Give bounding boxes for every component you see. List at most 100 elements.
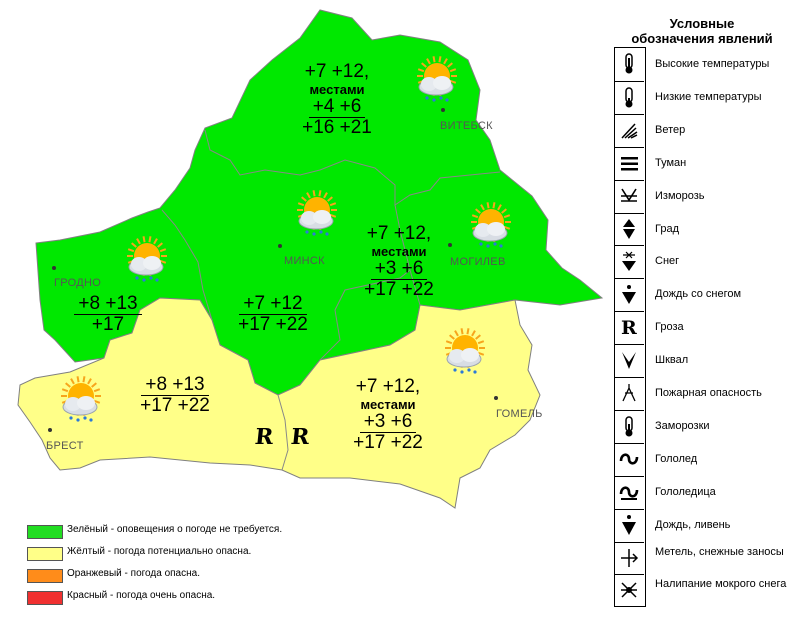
yellow-zone [17,297,541,509]
temp-vitebsk-line2: местами [309,82,365,97]
legend-label: Снег [655,255,680,268]
temp-brest-line2: +17 +22 [140,395,210,416]
temp-minsk-mogilev: +7 +12, местами +3 +6 +17 +22 [358,224,440,300]
legend-label: Гололедица [655,485,716,498]
city-brest: БРЕСТ [46,440,84,452]
temp-minsk-mogilev-line4: +17 +22 [364,279,434,300]
legend-label: Заморозки [655,419,710,432]
fire-danger-icon [614,377,644,411]
city-minsk: МИНСК [284,255,325,267]
belarus-map: +7 +12, местами +4 +6 +16 +21 +7 +12, ме… [17,9,604,509]
snow-icon [614,245,644,279]
squall-icon [614,344,644,378]
wind-icon [614,113,644,148]
temp-brest-line1: +8 +13 [141,375,209,396]
legend-label: Высокие температуры [655,58,770,70]
temp-minsk-mogilev-line1: +7 +12, [366,223,432,244]
legend-title-line2: обозначения явлений [631,31,773,46]
legend-row: Дождь со снегом [614,278,804,311]
fog-icon [614,146,644,181]
thunderstorm-icon: R [253,424,275,450]
wet-snow-icon [614,574,644,608]
legend-label: Дождь, ливень [655,518,731,531]
legend-label: Град [655,222,679,235]
city-dot-minsk [278,244,282,248]
legend-row: Заморозки [614,409,804,444]
legend-row: Гололед [614,442,804,477]
legend-label: Гроза [655,321,684,334]
frost-icon [614,409,644,444]
sun-rain-cloud-icon [292,190,342,240]
warning-swatch-yellow [27,547,63,561]
sun-rain-cloud-icon [440,328,490,378]
warning-label: Жёлтый - погода потенциально опасна. [67,546,252,557]
city-vitebsk: ВИТЕБСК [440,120,493,132]
temp-brest: +8 +13 +17 +22 [132,375,218,416]
legend-title: Условные обозначения явлений [614,16,790,46]
temp-gomel-line3: +3 +6 [359,412,417,433]
legend-row: Высокие температуры [614,48,804,81]
svg-text:R: R [621,317,637,339]
city-grodno: ГРОДНО [54,277,102,289]
temp-vitebsk: +7 +12, местами +4 +6 +16 +21 [296,62,378,138]
temp-minsk-mogilev-line2: местами [371,244,427,259]
hail-icon [614,212,644,247]
glaze-icon [614,442,644,477]
legend-row: Изморозь [614,179,804,214]
region-borders [161,129,501,471]
legend-icon-column [614,47,646,607]
warning-label: Оранжевый - погода опасна. [67,568,200,579]
legend-row: Дождь, ливень [614,508,804,543]
temp-vitebsk-line3: +4 +6 [308,97,366,118]
legend-row: Пожарная опасность [614,377,804,410]
rain-icon [614,508,644,543]
legend-row: R Гроза [614,311,804,344]
sun-rain-cloud-icon [56,376,106,426]
thermometer-high-icon [614,48,644,81]
city-dot-vitebsk [441,108,445,112]
legend-label: Низкие температуры [655,90,762,103]
warning-label: Зелёный - оповещения о погоде не требует… [67,524,283,535]
legend-label: Туман [655,156,687,169]
blizzard-icon [614,541,644,576]
temp-minsk-south: +7 +12 +17 +22 [230,294,316,335]
legend-label: Шквал [655,354,689,367]
legend-row: Низкие температуры [614,80,804,115]
thunderstorm-icon: R [614,311,644,345]
temp-gomel-line1: +7 +12, [355,376,421,397]
legend-row: Туман [614,146,804,181]
temp-gomel-line4: +17 +22 [353,432,423,453]
temp-minsk-mogilev-line3: +3 +6 [370,259,428,280]
sun-rain-cloud-icon [122,236,172,286]
thermometer-low-icon [614,80,644,115]
legend-row: Шквал [614,344,804,377]
warning-label: Красный - погода очень опасна. [67,590,216,601]
legend-label: Пожарная опасность [655,387,762,399]
temp-minsk-south-line1: +7 +12 [239,294,307,315]
rime-icon [614,179,644,214]
legend-label: Ветер [655,123,686,136]
temp-grodno-line1: +8 +13 [74,294,142,315]
warning-swatch-red [27,591,63,605]
sleet-icon [614,278,644,312]
legend-row: Снег [614,245,804,278]
warning-swatch-green [27,525,63,539]
city-dot-grodno [52,266,56,270]
temp-grodno-line2: +17 [91,314,125,335]
sun-rain-cloud-icon [466,202,516,252]
city-dot-brest [48,428,52,432]
temp-grodno: +8 +13 +17 [70,294,146,335]
black-ice-icon [614,475,644,510]
legend-row: Гололедица [614,475,804,510]
legend-label: Метель, снежные заносы [655,545,784,558]
legend-row: Град [614,212,804,247]
temp-minsk-south-line2: +17 +22 [238,314,308,335]
legend-row: Ветер [614,113,804,148]
city-mogilev: МОГИЛЕВ [450,256,506,268]
legend-label: Дождь со снегом [655,288,742,301]
warning-swatch-orange [27,569,63,583]
legend-label: Гололед [655,452,698,465]
temp-gomel-line2: местами [360,397,416,412]
legend-label: Изморозь [655,189,705,202]
temp-gomel: +7 +12, местами +3 +6 +17 +22 [345,377,431,453]
